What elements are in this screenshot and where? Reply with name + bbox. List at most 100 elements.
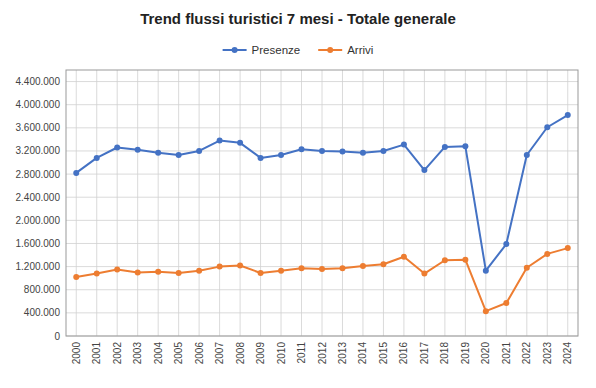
point bbox=[565, 112, 571, 118]
x-grid-line bbox=[158, 70, 159, 336]
point bbox=[237, 140, 243, 146]
x-tick-label: 2000 bbox=[71, 342, 82, 365]
y-tick-label: 1.200.000 bbox=[16, 261, 61, 272]
x-tick-label: 2022 bbox=[521, 342, 532, 365]
x-grid-line bbox=[444, 70, 445, 336]
y-tick-label: 2.000.000 bbox=[16, 215, 61, 226]
point bbox=[544, 251, 550, 257]
point bbox=[278, 268, 284, 274]
x-grid-line bbox=[301, 70, 302, 336]
y-tick-label: 3.600.000 bbox=[16, 122, 61, 133]
x-grid-line bbox=[260, 70, 261, 336]
point bbox=[155, 269, 161, 275]
point bbox=[503, 300, 509, 306]
x-tick-label: 2019 bbox=[460, 342, 471, 365]
point bbox=[94, 271, 100, 277]
point bbox=[462, 257, 468, 263]
point bbox=[524, 152, 530, 158]
point bbox=[155, 150, 161, 156]
x-grid-line bbox=[96, 70, 97, 336]
x-grid-line bbox=[567, 70, 568, 336]
x-grid-line bbox=[76, 70, 77, 336]
plot-frame bbox=[66, 70, 578, 336]
x-tick-label: 2005 bbox=[173, 342, 184, 365]
series bbox=[73, 245, 571, 314]
x-grid-line bbox=[526, 70, 527, 336]
y-tick-label: 4.000.000 bbox=[16, 99, 61, 110]
x-grid-line bbox=[322, 70, 323, 336]
point bbox=[299, 146, 305, 152]
point bbox=[73, 274, 79, 280]
x-tick-label: 2015 bbox=[378, 342, 389, 365]
point bbox=[442, 144, 448, 150]
legend-marker bbox=[232, 47, 238, 53]
x-grid-line bbox=[240, 70, 241, 336]
point bbox=[217, 138, 223, 144]
x-grid-line bbox=[403, 70, 404, 336]
legend-label: Arrivi bbox=[347, 44, 373, 56]
legend-item: Presenze bbox=[223, 44, 301, 56]
x-grid-line bbox=[199, 70, 200, 336]
legend-item: Arrivi bbox=[318, 44, 373, 56]
y-tick-label: 2.400.000 bbox=[16, 192, 61, 203]
x-tick-label: 2014 bbox=[357, 342, 368, 365]
point bbox=[114, 144, 120, 150]
x-tick-label: 2013 bbox=[337, 342, 348, 365]
point bbox=[114, 267, 120, 273]
y-tick-label: 1.600.000 bbox=[16, 238, 61, 249]
x-grid-line bbox=[506, 70, 507, 336]
point bbox=[258, 155, 264, 161]
point bbox=[544, 124, 550, 130]
point bbox=[176, 270, 182, 276]
series-group bbox=[73, 112, 571, 314]
point bbox=[237, 262, 243, 268]
x-tick-label: 2020 bbox=[480, 342, 491, 365]
point bbox=[73, 170, 79, 176]
point bbox=[442, 257, 448, 263]
legend-label: Presenze bbox=[252, 44, 301, 56]
point bbox=[94, 155, 100, 161]
x-grid-line bbox=[281, 70, 282, 336]
x-grid-line bbox=[219, 70, 220, 336]
point bbox=[135, 269, 141, 275]
series-line bbox=[76, 248, 568, 311]
x-tick-label: 2003 bbox=[132, 342, 143, 365]
x-tick-label: 2001 bbox=[91, 342, 102, 365]
x-grid-line bbox=[362, 70, 363, 336]
point bbox=[319, 266, 325, 272]
point bbox=[299, 265, 305, 271]
x-tick-label: 2006 bbox=[194, 342, 205, 365]
y-tick-label: 800.000 bbox=[24, 284, 61, 295]
x-tick-label: 2007 bbox=[214, 342, 225, 365]
x-grid-line bbox=[383, 70, 384, 336]
x-grid-line bbox=[117, 70, 118, 336]
x-grid-line bbox=[465, 70, 466, 336]
point bbox=[339, 149, 345, 155]
x-tick-label: 2024 bbox=[562, 342, 573, 365]
point bbox=[462, 143, 468, 149]
x-tick-label: 2016 bbox=[398, 342, 409, 365]
x-grid-line bbox=[424, 70, 425, 336]
point bbox=[196, 148, 202, 154]
y-tick-label: 2.800.000 bbox=[16, 169, 61, 180]
x-tick-label: 2008 bbox=[235, 342, 246, 365]
x-grid-line bbox=[342, 70, 343, 336]
point bbox=[503, 241, 509, 247]
x-tick-label: 2004 bbox=[153, 342, 164, 365]
x-grid-line bbox=[547, 70, 548, 336]
x-tick-label: 2009 bbox=[255, 342, 266, 365]
point bbox=[258, 270, 264, 276]
point bbox=[483, 268, 489, 274]
point bbox=[524, 265, 530, 271]
point bbox=[278, 152, 284, 158]
point bbox=[196, 268, 202, 274]
x-tick-label: 2002 bbox=[112, 342, 123, 365]
point bbox=[401, 254, 407, 260]
series bbox=[73, 112, 571, 274]
point bbox=[319, 148, 325, 154]
y-tick-label: 3.200.000 bbox=[16, 145, 61, 156]
point bbox=[176, 152, 182, 158]
point bbox=[565, 245, 571, 251]
point bbox=[135, 147, 141, 153]
series-line bbox=[76, 115, 568, 271]
